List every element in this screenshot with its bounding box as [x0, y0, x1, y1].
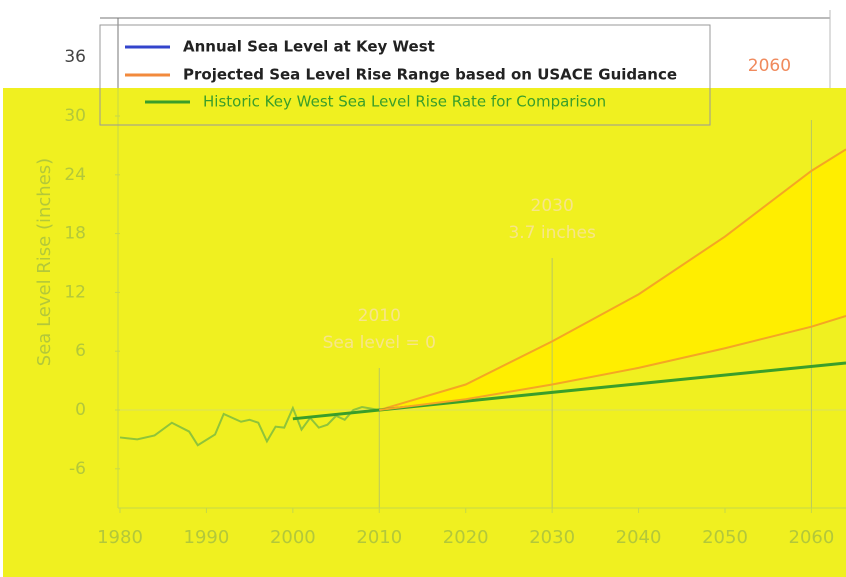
series-line: [379, 314, 846, 411]
legend-label: Projected Sea Level Rise Range based on …: [183, 66, 677, 84]
y-tick-label: 12: [64, 282, 86, 302]
annotation-text: Sea level = 0: [323, 333, 436, 353]
x-tick-label: 2040: [616, 527, 662, 548]
y-tick-label: 0: [75, 400, 86, 420]
x-tick-label: 2060: [789, 527, 835, 548]
x-tick-label: 2030: [529, 527, 575, 548]
x-tick-label: 2050: [702, 527, 748, 548]
x-tick-label: 2020: [443, 527, 489, 548]
y-axis-label: Sea Level Rise (inches): [34, 158, 55, 366]
legend-label: Historic Key West Sea Level Rise Rate fo…: [203, 93, 606, 111]
y-tick-label: 18: [64, 224, 86, 244]
annotation-text: 3.7 inches: [508, 223, 596, 243]
annotation-text: 2030: [531, 196, 574, 216]
y-tick-label: 24: [64, 165, 86, 185]
series-line: [119, 405, 380, 447]
x-tick-label: 1990: [184, 527, 230, 548]
y-tick-label: 6: [75, 341, 86, 361]
x-tick-label: 1980: [97, 527, 143, 548]
series-line: [292, 361, 846, 421]
y-tick-label: 36: [64, 47, 86, 67]
projection-band: [379, 149, 846, 410]
series-line: [379, 148, 846, 411]
legend-box: [99, 24, 711, 126]
x-tick-label: 2010: [356, 527, 402, 548]
annotation-text: 2010: [358, 306, 401, 326]
y-tick-label: 30: [64, 106, 86, 126]
annotation-text: 2060: [748, 56, 791, 76]
legend-label: Annual Sea Level at Key West: [183, 38, 435, 56]
y-tick-label: -6: [69, 459, 86, 479]
x-tick-label: 2000: [270, 527, 316, 548]
